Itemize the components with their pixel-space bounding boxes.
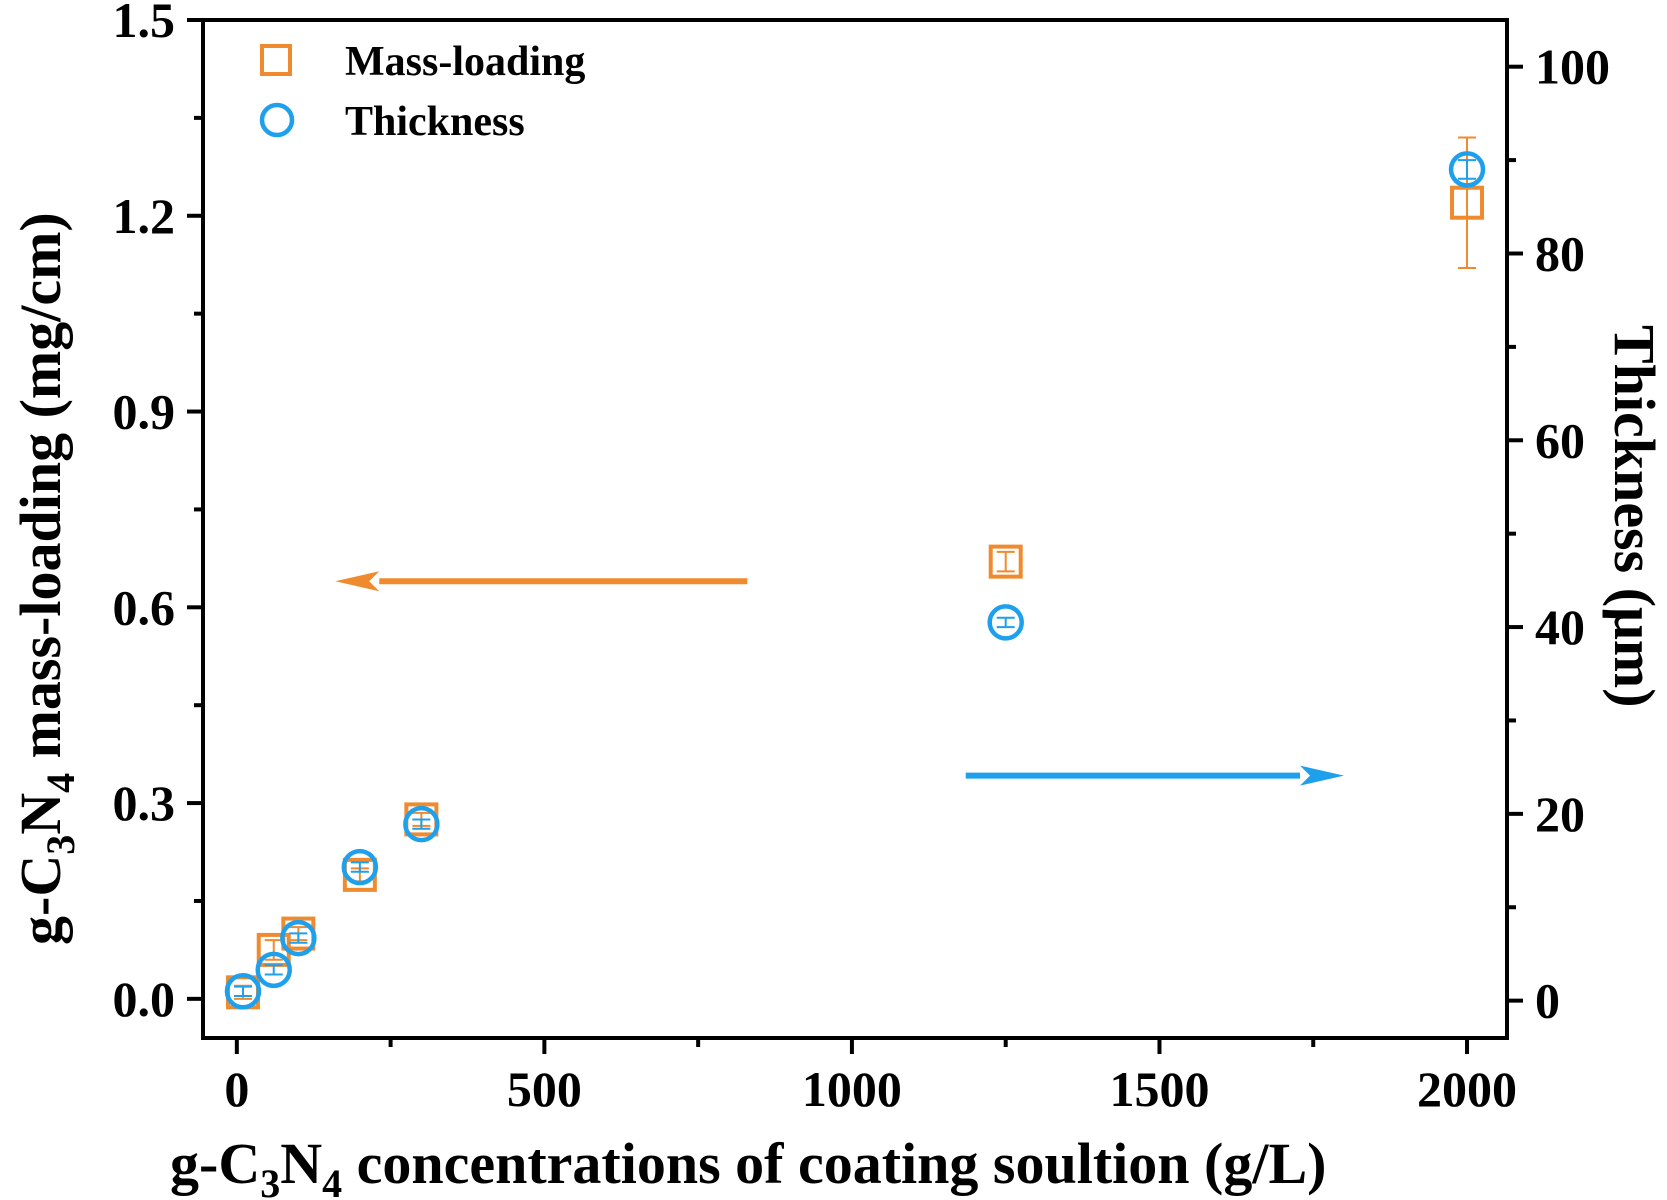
mass-loading-point	[988, 544, 1023, 579]
thickness-point	[987, 604, 1024, 641]
y-left-axis-title: g-C3N4 mass-loading (mg/cm)	[8, 212, 83, 945]
x-tick-label: 2000	[1417, 1061, 1517, 1117]
annotation-arrows	[335, 571, 1344, 786]
annotation-arrow-head-left	[335, 571, 380, 592]
y-left-tick-label: 0.0	[113, 971, 176, 1027]
y-right-axis-title: Thickness (μm)	[1602, 325, 1667, 708]
y-right-tick-label: 60	[1535, 412, 1585, 468]
x-axis-title-subscript: 4	[322, 1161, 342, 1200]
x-tick-label: 0	[224, 1061, 249, 1117]
x-axis-title-part: N	[280, 1131, 322, 1196]
mass-loading-point	[1450, 185, 1485, 220]
thickness-point	[341, 848, 379, 886]
axes-layer: 0 500 1000 1500 2000 0.0 0.3 0.6 0.9 1.2 1.5 0 20 40 6…	[113, 0, 1611, 1117]
y-right-tick-label: 20	[1535, 786, 1585, 842]
legend-marker-mass-loading	[260, 44, 292, 76]
x-tick-label: 1000	[802, 1061, 902, 1117]
thickness-point	[1448, 151, 1486, 188]
y-right-tick-label: 0	[1535, 973, 1560, 1029]
x-tick-label: 1500	[1109, 1061, 1209, 1117]
x-axis-title-part: g-C	[170, 1131, 260, 1196]
x-tick-label: 500	[507, 1061, 582, 1117]
x-axis-title: g-C3N4 concentrations of coating soultio…	[170, 1131, 1326, 1200]
y-left-tick-label: 0.3	[113, 775, 176, 831]
x-axis-title-subscript: 3	[260, 1161, 280, 1200]
annotation-arrow-head-right	[1300, 765, 1344, 786]
y-left-tick-label: 0.9	[113, 384, 176, 440]
y-right-tick-label: 80	[1535, 225, 1585, 281]
thickness-point	[280, 919, 317, 957]
y-left-axis-title-part: g-C	[8, 855, 73, 945]
y-right-tick-label: 40	[1535, 599, 1585, 655]
y-left-tick-label: 1.5	[113, 0, 176, 48]
y-left-tick-label: 1.2	[113, 188, 176, 244]
legend-marker-thickness	[259, 102, 295, 138]
thickness-point	[255, 951, 292, 989]
thickness-point	[403, 805, 440, 843]
legend-label-thickness: Thickness	[345, 99, 525, 145]
legend: Mass-loading Thickness	[259, 39, 585, 145]
y-left-axis-title-part: N	[8, 793, 73, 835]
plot-frame	[201, 18, 1509, 1040]
y-left-tick-label: 0.6	[113, 579, 176, 635]
y-right-tick-label: 100	[1535, 39, 1610, 95]
y-left-axis-title-part: mass-loading (mg/cm)	[8, 212, 73, 773]
y-left-axis-title-subscript: 3	[38, 835, 83, 855]
y-left-axis-title-subscript: 4	[38, 773, 83, 793]
legend-label-mass-loading: Mass-loading	[345, 39, 585, 85]
thickness-point	[224, 973, 262, 1010]
series-layer	[224, 136, 1486, 1010]
x-axis-title-part: concentrations of coating soultion (g/L)	[342, 1131, 1326, 1196]
